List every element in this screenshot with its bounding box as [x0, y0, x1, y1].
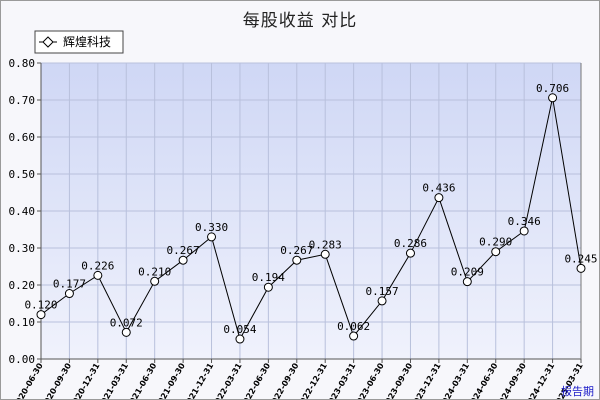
data-point: [548, 93, 558, 103]
y-tick-label: 0.20: [9, 279, 36, 292]
series-lines: [40, 97, 582, 341]
data-point: [36, 310, 46, 320]
data-value-label: 0.210: [138, 265, 171, 278]
data-point: [178, 255, 188, 265]
data-point: [349, 331, 359, 341]
data-value-label: 0.283: [309, 238, 342, 251]
legend-label: 辉煌科技: [63, 35, 111, 49]
legend: 辉煌科技: [34, 30, 124, 54]
x-tick-label: 2021-06-30: [125, 361, 159, 399]
data-value-label: 0.054: [223, 323, 256, 336]
data-value-label: 0.062: [337, 320, 370, 333]
x-tick-label: 2023-03-31: [324, 361, 358, 399]
data-point: [292, 255, 302, 265]
y-tick-label: 0.00: [9, 353, 36, 366]
legend-frame: [34, 30, 124, 54]
legend-marker-icon: [42, 36, 54, 48]
data-point: [377, 296, 387, 306]
y-tick-label: 0.40: [9, 205, 36, 218]
data-point: [576, 263, 586, 273]
data-point: [263, 282, 273, 292]
y-tick-label: 0.70: [9, 94, 36, 107]
series-markers: [36, 93, 586, 344]
data-value-label: 0.072: [110, 316, 143, 329]
data-value-label: 0.209: [451, 266, 484, 279]
x-tick-label: 2023-06-30: [352, 361, 386, 399]
data-value-label: 0.346: [508, 215, 541, 228]
x-tick-label: 2023-09-30: [381, 361, 415, 399]
data-point: [434, 193, 444, 203]
data-value-label: 0.706: [536, 82, 569, 95]
x-tick-label: 2022-03-31: [210, 361, 244, 399]
x-tick-label: 2021-12-31: [182, 361, 216, 399]
x-tick-label: 2021-09-30: [153, 361, 187, 399]
x-tick-label: 2020-06-30: [11, 361, 45, 399]
x-tick-label: 2024-06-30: [466, 361, 500, 399]
chart-title: 每股收益 对比: [242, 11, 358, 31]
y-tick-label: 0.50: [9, 168, 36, 181]
data-value-label: 0.330: [195, 221, 228, 234]
y-tick-label: 0.80: [9, 57, 36, 70]
y-tick-label: 0.60: [9, 131, 36, 144]
data-value-label: 0.194: [252, 271, 285, 284]
y-tick-label: 0.10: [9, 316, 36, 329]
x-tick-label: 2021-03-31: [97, 361, 131, 399]
y-axis-ticks: 0.00 0.10 0.20 0.30 0.40 0.50 0.60 0.70 0.80: [9, 57, 41, 366]
x-tick-label: 2022-12-31: [296, 361, 330, 399]
data-point: [519, 226, 529, 236]
x-tick-label: 2023-12-31: [409, 361, 443, 399]
x-tick-label: 2024-12-31: [523, 361, 557, 399]
x-tick-label: 2022-06-30: [239, 361, 273, 399]
data-value-label: 0.177: [53, 278, 86, 291]
data-value-label: 0.436: [422, 182, 455, 195]
x-axis-ticks: 2020-06-302020-09-302020-12-312021-03-31…: [11, 359, 585, 399]
data-value-label: 0.267: [167, 244, 200, 257]
data-point: [235, 334, 245, 344]
data-point: [491, 247, 501, 257]
data-point: [207, 232, 217, 242]
data-value-label: 0.286: [394, 237, 427, 250]
x-tick-label: 2020-12-31: [68, 361, 102, 399]
series-line-huihuang: [40, 97, 582, 341]
data-value-label: 0.226: [81, 259, 114, 272]
data-point: [320, 249, 330, 259]
y-tick-label: 0.30: [9, 242, 36, 255]
data-value-label: 0.290: [479, 236, 512, 249]
data-point: [64, 289, 74, 299]
data-point: [405, 248, 415, 258]
x-axis-unit-label: 报告期: [561, 384, 594, 398]
data-value-label: 0.267: [280, 244, 313, 257]
x-tick-label: 2020-09-30: [40, 361, 74, 399]
data-point: [93, 270, 103, 280]
x-tick-label: 2024-03-31: [438, 361, 472, 399]
data-value-label: 0.245: [564, 252, 597, 265]
data-point: [150, 276, 160, 286]
x-tick-label: 2024-09-30: [495, 361, 529, 399]
data-value-label: 0.120: [24, 299, 57, 312]
data-value-label: 0.157: [365, 285, 398, 298]
data-labels: 0.120 0.177 0.226 0.072 0.210 0.267 0.330 0.054…: [24, 82, 597, 336]
data-point: [462, 277, 472, 287]
data-point: [121, 327, 131, 337]
x-tick-label: 2022-09-30: [267, 361, 301, 399]
